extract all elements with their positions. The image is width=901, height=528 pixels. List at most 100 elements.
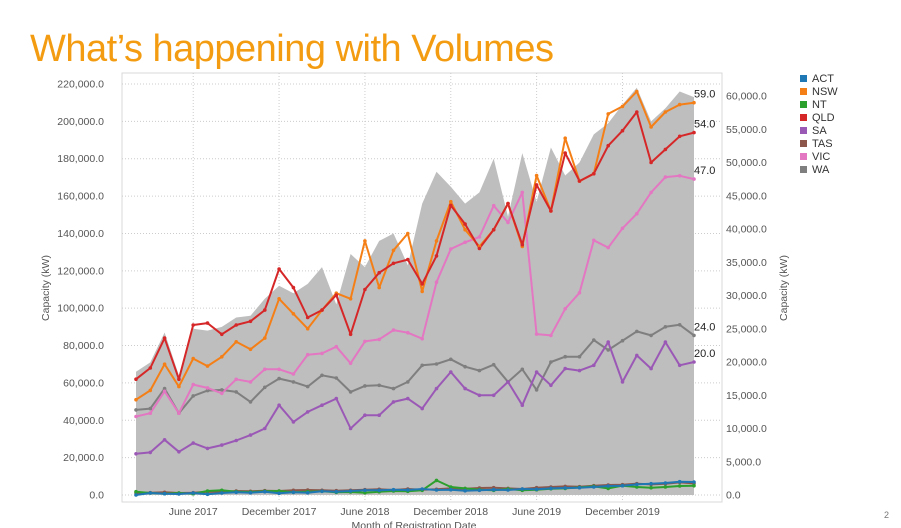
data-point-qld [434, 254, 439, 258]
data-point-act [635, 482, 639, 487]
right-axis-tick-label: 30,000.0 [726, 290, 767, 302]
data-point-act [491, 487, 496, 492]
legend-label: WA [812, 163, 830, 176]
data-point-sa [677, 363, 682, 368]
data-point-wa [649, 333, 653, 338]
data-point-sa [291, 420, 296, 424]
data-point-vic [477, 235, 482, 239]
data-point-wa [463, 364, 467, 369]
data-point-sa [234, 438, 238, 443]
data-point-sa [463, 386, 467, 391]
legend-swatch [800, 127, 807, 134]
data-point-sa [305, 410, 310, 414]
data-point-act [391, 487, 396, 492]
right-axis-tick-label: 55,000.0 [726, 124, 767, 136]
data-point-act [506, 488, 510, 492]
data-point-act [577, 485, 582, 490]
data-point-vic [649, 190, 653, 195]
end-label-vic: 47.0 [694, 165, 715, 177]
data-point-wa [406, 380, 410, 384]
data-point-sa [663, 340, 668, 344]
data-point-vic [177, 411, 181, 416]
left-axis-tick-label: 20,000.0 [63, 452, 104, 464]
data-point-wa [577, 354, 582, 359]
data-point-sa [320, 403, 324, 408]
data-point-nsw [205, 364, 210, 368]
data-point-wa [291, 380, 296, 384]
data-point-vic [577, 291, 582, 295]
data-point-act [477, 488, 482, 493]
data-point-sa [592, 363, 596, 368]
data-point-wa [191, 394, 195, 398]
data-point-nsw [692, 100, 696, 105]
data-point-act [248, 490, 253, 495]
data-point-nsw [463, 227, 467, 232]
data-point-qld [348, 332, 353, 337]
series-line-qld [135, 111, 695, 381]
data-point-act [177, 492, 181, 496]
data-point-wa [592, 338, 596, 342]
data-point-act [291, 490, 296, 495]
left-axis-tick-label: 160,000.0 [57, 191, 104, 203]
data-point-vic [434, 280, 439, 285]
left-axis-tick-label: 180,000.0 [57, 153, 104, 165]
data-point-qld [320, 308, 324, 312]
data-point-qld [305, 315, 310, 320]
data-point-sa [534, 370, 539, 374]
data-point-vic [205, 386, 210, 390]
legend-swatch [800, 153, 807, 160]
data-point-sa [692, 360, 696, 364]
legend-label: QLD [812, 111, 835, 124]
data-point-sa [434, 386, 439, 391]
data-point-wa [220, 388, 224, 392]
series-line-nsw [135, 90, 695, 401]
data-point-act [606, 484, 610, 488]
data-point-wa [363, 384, 367, 388]
data-point-qld [220, 332, 224, 337]
data-point-qld [377, 270, 382, 275]
left-axis-tick-label: 220,000.0 [57, 79, 104, 91]
data-point-nsw [191, 356, 195, 361]
right-axis-tick-label: 40,000.0 [726, 224, 767, 236]
data-point-qld [162, 336, 167, 340]
data-point-qld [406, 257, 410, 262]
right-axis-title: Capacity (kW) [778, 255, 790, 321]
data-point-nsw [420, 289, 425, 294]
right-axis-tick-label: 20,000.0 [726, 357, 767, 369]
data-point-nsw [263, 336, 267, 340]
data-point-nt [220, 488, 224, 493]
data-point-act [663, 481, 668, 485]
data-point-act [363, 488, 367, 493]
data-point-wa [305, 384, 310, 389]
data-point-nsw [291, 312, 296, 316]
data-point-sa [363, 413, 367, 418]
data-point-act [406, 488, 410, 492]
data-point-act [134, 493, 138, 497]
data-point-nsw [449, 199, 453, 204]
total-area-layer [136, 87, 694, 495]
data-point-sa [477, 393, 482, 398]
data-point-sa [205, 446, 210, 451]
data-point-vic [663, 175, 668, 179]
data-point-vic [692, 177, 696, 181]
data-point-act [162, 491, 167, 496]
data-point-qld [420, 282, 425, 286]
x-axis-tick-label: June 2018 [340, 506, 389, 518]
data-point-nt [205, 489, 210, 493]
data-point-qld [234, 323, 238, 327]
left-axis-tick-label: 40,000.0 [63, 415, 104, 427]
data-point-vic [606, 245, 610, 250]
data-point-qld [291, 285, 296, 290]
legend-swatch [800, 140, 807, 147]
data-point-nsw [635, 89, 639, 94]
data-point-sa [220, 443, 224, 447]
data-point-vic [363, 339, 367, 344]
data-point-qld [549, 209, 553, 213]
data-point-nt [663, 485, 668, 489]
x-axis-tick-label: December 2018 [413, 506, 488, 518]
legend-label: TAS [812, 137, 833, 150]
data-point-qld [663, 147, 668, 152]
series-line-vic [135, 174, 695, 418]
data-point-sa [449, 370, 453, 374]
data-point-wa [148, 406, 153, 411]
